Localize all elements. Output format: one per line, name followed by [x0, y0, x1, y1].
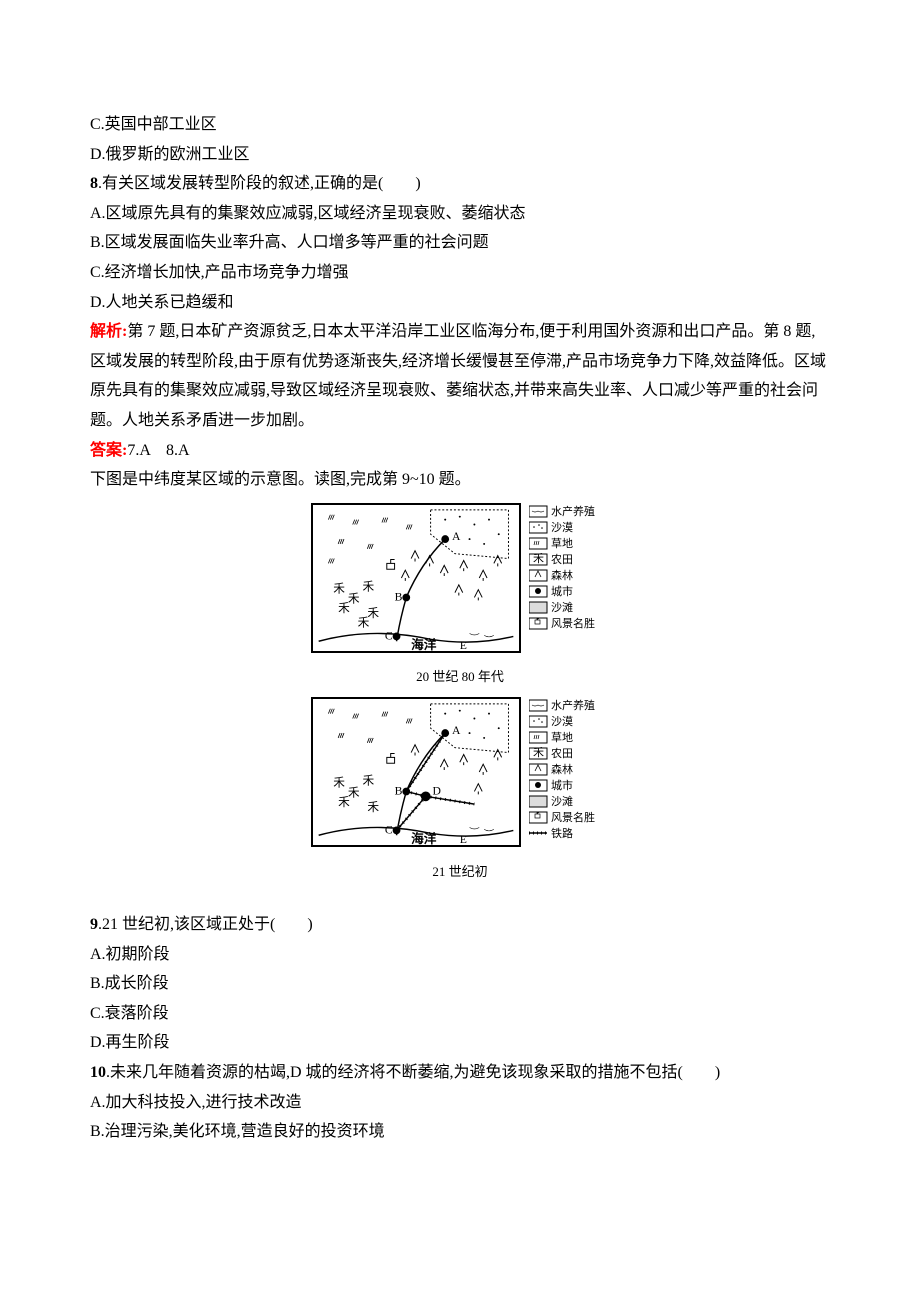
q9-option-a: A.初期阶段	[90, 940, 830, 970]
spacer	[90, 892, 830, 910]
figure-2: 禾禾 禾禾 禾 A B D C 海洋 E	[90, 697, 830, 884]
analysis-text: 第 7 题,日本矿产资源贫乏,日本太平洋沿岸工业区临海分布,便于利用国外资源和出…	[90, 323, 826, 429]
answer-78: 答案:7.A 8.A	[90, 436, 830, 466]
q7-option-d: D.俄罗斯的欧洲工业区	[90, 140, 830, 170]
q8-option-b: B.区域发展面临失业率升高、人口增多等严重的社会问题	[90, 228, 830, 258]
analysis-label: 解析:	[90, 323, 127, 340]
svg-text:沙滩: 沙滩	[551, 794, 573, 808]
q9-number: 9	[90, 916, 98, 933]
svg-text:沙漠: 沙漠	[551, 521, 573, 534]
svg-text:禾: 禾	[367, 801, 379, 814]
answer-label: 答案:	[90, 442, 127, 459]
q8-stem-text: .有关区域发展转型阶段的叙述,正确的是( )	[98, 175, 421, 192]
figure-1-legend: 水产养殖 沙漠 草地 禾农田 森林 城市 沙滩 风景名胜	[529, 503, 609, 653]
figure-2-caption: 21 世纪初	[90, 860, 830, 884]
figure-1-caption: 20 世纪 80 年代	[90, 665, 830, 689]
q8-number: 8	[90, 175, 98, 192]
svg-text:禾: 禾	[533, 746, 544, 759]
q9-option-b: B.成长阶段	[90, 969, 830, 999]
q10-stem: 10.未来几年随着资源的枯竭,D 城的经济将不断萎缩,为避免该现象采取的措施不包…	[90, 1058, 830, 1088]
svg-text:B: B	[395, 785, 403, 798]
answer-text: 7.A 8.A	[127, 442, 189, 459]
svg-text:E: E	[460, 639, 467, 652]
svg-text:C: C	[385, 824, 393, 837]
svg-text:城市: 城市	[551, 584, 573, 598]
svg-text:D: D	[433, 785, 441, 798]
figure-1-map: 禾禾 禾禾 禾禾 A B C 海洋 E	[311, 503, 521, 653]
svg-text:沙滩: 沙滩	[551, 600, 573, 614]
svg-text:禾: 禾	[333, 777, 345, 790]
svg-text:农田: 农田	[551, 552, 573, 566]
svg-text:草地: 草地	[551, 537, 573, 550]
q9-stem-text: .21 世纪初,该区域正处于( )	[98, 916, 313, 933]
svg-text:禾: 禾	[533, 552, 544, 565]
svg-text:风景名胜: 风景名胜	[551, 810, 595, 824]
svg-text:森林: 森林	[551, 568, 573, 582]
q10-option-a: A.加大科技投入,进行技术改造	[90, 1088, 830, 1118]
svg-text:城市: 城市	[551, 778, 573, 792]
figure-2-legend: 水产养殖 沙漠 草地 禾农田 森林 城市 沙滩 风景名胜 铁路	[529, 697, 609, 857]
svg-text:A: A	[452, 530, 461, 543]
svg-text:水产养殖: 水产养殖	[551, 504, 595, 518]
svg-text:禾: 禾	[362, 775, 374, 788]
svg-text:C: C	[385, 629, 393, 642]
svg-text:禾: 禾	[358, 616, 370, 629]
svg-text:禾: 禾	[338, 796, 350, 809]
svg-text:E: E	[460, 833, 467, 846]
q9-option-d: D.再生阶段	[90, 1028, 830, 1058]
svg-text:森林: 森林	[551, 762, 573, 776]
svg-text:海洋: 海洋	[411, 831, 437, 846]
q8-stem: 8.有关区域发展转型阶段的叙述,正确的是( )	[90, 169, 830, 199]
q10-number: 10	[90, 1064, 106, 1081]
q8-option-c: C.经济增长加快,产品市场竞争力增强	[90, 258, 830, 288]
q10-stem-text: .未来几年随着资源的枯竭,D 城的经济将不断萎缩,为避免该现象采取的措施不包括(…	[106, 1064, 720, 1081]
svg-text:禾: 禾	[333, 582, 345, 595]
figure-intro: 下图是中纬度某区域的示意图。读图,完成第 9~10 题。	[90, 465, 830, 495]
q8-option-a: A.区域原先具有的集聚效应减弱,区域经济呈现衰败、萎缩状态	[90, 199, 830, 229]
svg-text:水产养殖: 水产养殖	[551, 698, 595, 712]
analysis-78: 解析:第 7 题,日本矿产资源贫乏,日本太平洋沿岸工业区临海分布,便于利用国外资…	[90, 317, 830, 435]
svg-text:A: A	[452, 724, 461, 737]
q10-option-b: B.治理污染,美化环境,营造良好的投资环境	[90, 1117, 830, 1147]
svg-text:禾: 禾	[338, 602, 350, 615]
q7-option-c: C.英国中部工业区	[90, 110, 830, 140]
svg-text:铁路: 铁路	[551, 827, 573, 840]
svg-text:B: B	[395, 590, 403, 603]
svg-text:农田: 农田	[551, 746, 573, 760]
svg-text:草地: 草地	[551, 731, 573, 744]
figure-1: 禾禾 禾禾 禾禾 A B C 海洋 E 水产养殖 沙漠 草地 禾农田	[90, 503, 830, 690]
svg-text:海洋: 海洋	[411, 637, 437, 652]
svg-text:禾: 禾	[362, 580, 374, 593]
figure-2-map: 禾禾 禾禾 禾 A B D C 海洋 E	[311, 697, 521, 847]
svg-text:风景名胜: 风景名胜	[551, 616, 595, 630]
svg-text:沙漠: 沙漠	[551, 715, 573, 728]
q9-stem: 9.21 世纪初,该区域正处于( )	[90, 910, 830, 940]
q8-option-d: D.人地关系已趋缓和	[90, 288, 830, 318]
q9-option-c: C.衰落阶段	[90, 999, 830, 1029]
